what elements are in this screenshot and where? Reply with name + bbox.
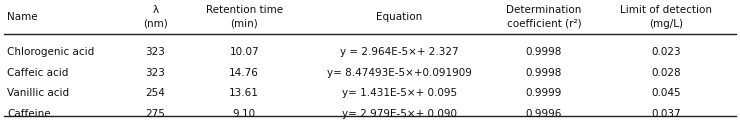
Text: 10.07: 10.07 <box>229 47 259 57</box>
Text: Determination
coefficient (r²): Determination coefficient (r²) <box>506 5 582 29</box>
Text: Equation: Equation <box>377 12 423 22</box>
Text: λ
(nm): λ (nm) <box>143 5 168 29</box>
Text: 0.028: 0.028 <box>651 68 681 78</box>
Text: 0.045: 0.045 <box>651 88 681 98</box>
Text: 0.9999: 0.9999 <box>525 88 562 98</box>
Text: 254: 254 <box>146 88 165 98</box>
Text: 13.61: 13.61 <box>229 88 259 98</box>
Text: 0.023: 0.023 <box>651 47 681 57</box>
Text: Caffeine: Caffeine <box>7 109 51 119</box>
Text: 323: 323 <box>146 68 165 78</box>
Text: 0.9998: 0.9998 <box>525 68 562 78</box>
Text: 9.10: 9.10 <box>232 109 256 119</box>
Text: Limit of detection
(mg/L): Limit of detection (mg/L) <box>620 5 712 29</box>
Text: y= 1.431E-5×+ 0.095: y= 1.431E-5×+ 0.095 <box>342 88 457 98</box>
Text: 0.9998: 0.9998 <box>525 47 562 57</box>
Text: Chlorogenic acid: Chlorogenic acid <box>7 47 95 57</box>
Text: Vanillic acid: Vanillic acid <box>7 88 70 98</box>
Text: 0.9996: 0.9996 <box>525 109 562 119</box>
Text: Caffeic acid: Caffeic acid <box>7 68 69 78</box>
Text: 0.037: 0.037 <box>651 109 681 119</box>
Text: Retention time
(min): Retention time (min) <box>206 5 283 29</box>
Text: y= 8.47493E-5×+0.091909: y= 8.47493E-5×+0.091909 <box>327 68 472 78</box>
Text: y = 2.964E-5×+ 2.327: y = 2.964E-5×+ 2.327 <box>340 47 459 57</box>
Text: y= 2.979E-5×+ 0.090: y= 2.979E-5×+ 0.090 <box>342 109 457 119</box>
Text: 323: 323 <box>146 47 165 57</box>
Text: 275: 275 <box>146 109 165 119</box>
Text: Name: Name <box>7 12 38 22</box>
Text: 14.76: 14.76 <box>229 68 259 78</box>
